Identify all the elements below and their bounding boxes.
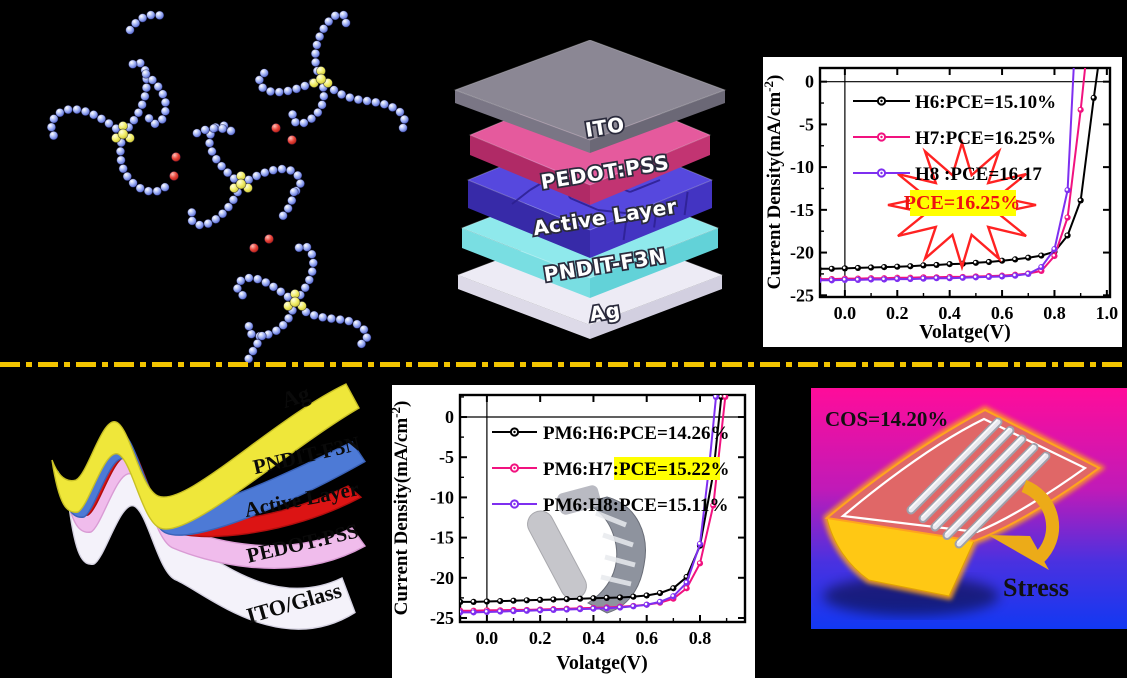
y-tick-label: -5 (439, 447, 454, 467)
legend-label: PM6:H6:PCE=14.26% (543, 423, 730, 444)
pce-highlight-text: PCE=16.25% (904, 192, 1020, 214)
x-tick-label: 0.2 (529, 628, 552, 648)
jv-chart-panel-rigid: 0.0 0.2 0.4 0.6 0.8 1.0 0 -5 -10 -15 -20 -25 Volatge… (761, 57, 1122, 347)
y-tick-label: -25 (790, 285, 814, 305)
bent-device-photo (527, 485, 646, 614)
legend-label: H8 :PCE=16.17 (915, 164, 1042, 185)
series-markers (460, 395, 720, 616)
stack-layer: ITO (453, 40, 727, 153)
cos-value-label: COS=14.20% (825, 407, 948, 431)
stress-arrow (1021, 479, 1060, 563)
electrode-pad (826, 517, 975, 597)
x-tick-label: 0.6 (635, 628, 658, 648)
y-tick-label: 0 (445, 407, 454, 427)
x-tick-label: 0.8 (1043, 303, 1066, 323)
y-tick-label: -5 (799, 114, 814, 134)
stress-label: Stress (1003, 573, 1069, 602)
legend-item: PM6:H6:PCE=14.26% (492, 423, 730, 444)
x-axis-label: Volatge(V) (919, 321, 1010, 343)
legend-item: PM6:H8:PCE=15.11% (492, 495, 729, 516)
oxygen-beads (169, 123, 297, 253)
legend-item: H7:PCE=16.25% (853, 128, 1056, 149)
legend-item: H6:PCE=15.10% (853, 92, 1056, 113)
jv-curve-chart-rigid: 0.0 0.2 0.4 0.6 0.8 1.0 0 -5 -10 -15 -20 -25 Volatge… (761, 66, 1119, 343)
legend-label: H6:PCE=15.10% (915, 92, 1056, 113)
stress-arrow-head (988, 535, 1049, 570)
x-tick-label: 1.0 (1096, 303, 1119, 323)
polymer-molecule-model (46, 10, 410, 364)
flex-sheet (51, 383, 360, 530)
silver-rods (906, 417, 1051, 549)
series-line (820, 68, 1087, 281)
legend-label: PM6:H7:PCE=15.22% (543, 459, 730, 480)
x-tick-label: 0.0 (476, 628, 499, 648)
legend-label: H7:PCE=16.25% (915, 128, 1056, 149)
section-divider (0, 362, 1127, 367)
y-tick-label: -20 (430, 568, 454, 588)
legend-item: PM6:H7:PCE=15.22% (492, 457, 730, 480)
x-tick-label: 0.0 (834, 303, 857, 323)
x-tick-label: 0.4 (938, 303, 961, 323)
stack-layer-label: Ag (588, 298, 622, 327)
x-axis-label: Volatge(V) (556, 652, 647, 674)
jv-chart-panel-flexible: 0.0 0.2 0.4 0.6 0.8 0 -5 -10 -15 -20 -25 Volatge(V)… (388, 385, 755, 678)
stress-illustration: COS=14.20% Stress (811, 388, 1127, 629)
series-markers (820, 187, 1071, 284)
legend: PM6:H6:PCE=14.26% PM6:H7:PCE=15.22% PM6:H8… (492, 423, 730, 516)
x-tick-label: 0.8 (689, 628, 712, 648)
y-tick-label: -25 (430, 608, 454, 628)
series-markers (820, 94, 1097, 272)
y-tick-label: -10 (430, 487, 454, 507)
x-tick-label: 0.2 (886, 303, 909, 323)
y-tick-label: -10 (790, 157, 814, 177)
x-tick-label: 0.4 (582, 628, 605, 648)
pce-starburst: PCE=16.25% (887, 138, 1037, 272)
y-axis-label: Current Density(mA/cm-2) (763, 75, 785, 290)
x-tick-label: 0.6 (991, 303, 1014, 323)
jv-curve-chart-flexible: 0.0 0.2 0.4 0.6 0.8 0 -5 -10 -15 -20 -25 Volatge(V)… (388, 393, 747, 674)
legend-label: PM6:H8:PCE=15.11% (543, 495, 729, 516)
y-axis-label: Current Density(mA/cm-2) (392, 401, 412, 616)
polymer-chains (46, 10, 410, 364)
legend: H6:PCE=15.10% H7:PCE=16.25% H8 :PCE=16.17 (853, 92, 1056, 185)
y-tick-label: -15 (790, 200, 814, 220)
y-tick-label: -15 (430, 528, 454, 548)
axes: 0.0 0.2 0.4 0.6 0.8 0 -5 -10 -15 -20 -25 (430, 393, 747, 648)
y-tick-label: -20 (790, 243, 814, 263)
axes: 0.0 0.2 0.4 0.6 0.8 1.0 0 -5 -10 -15 -20 -25 (790, 66, 1119, 323)
sheet-inner-border (840, 417, 1088, 534)
series-area (460, 395, 729, 616)
branch-core-clusters (111, 66, 333, 311)
series-area (820, 68, 1099, 284)
y-tick-label: 0 (805, 72, 814, 92)
legend-item: H8 :PCE=16.17 (853, 164, 1042, 185)
